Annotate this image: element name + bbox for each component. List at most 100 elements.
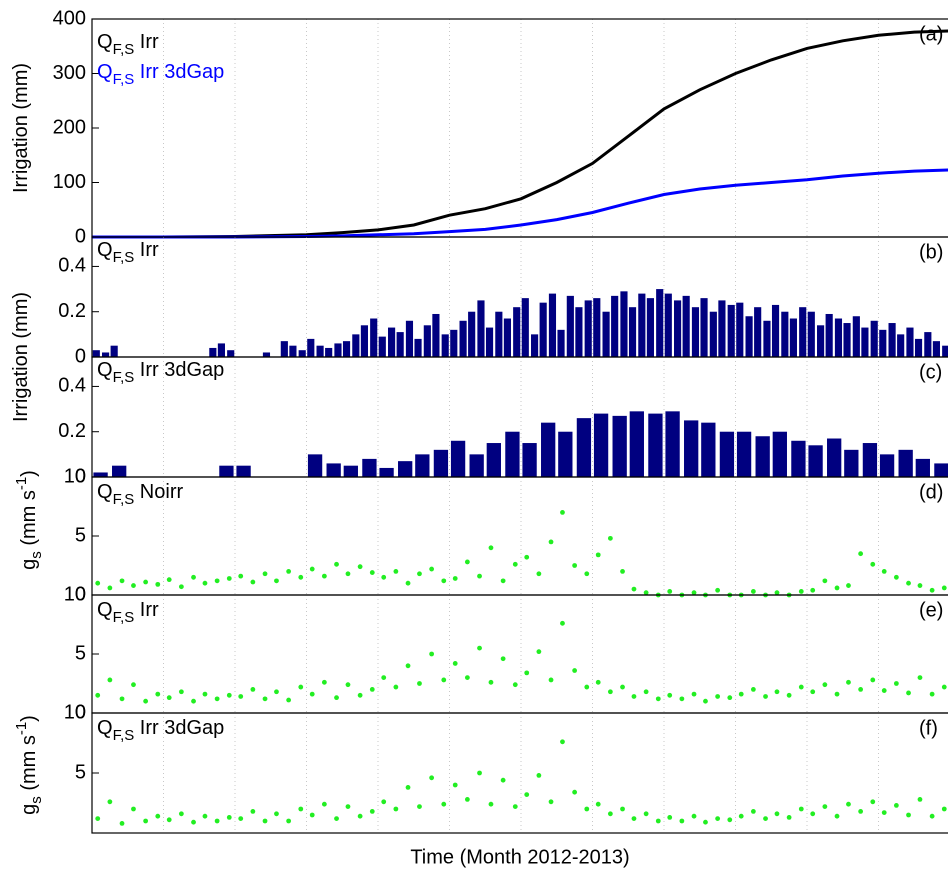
point: [250, 809, 256, 814]
point: [95, 816, 101, 821]
panel-label: (a): [919, 23, 943, 45]
point: [548, 799, 554, 805]
bar: [396, 332, 404, 357]
point: [262, 571, 268, 577]
bar: [755, 436, 770, 477]
bar: [557, 329, 565, 357]
bar: [477, 300, 485, 357]
point: [166, 695, 172, 701]
bar: [112, 465, 127, 477]
point: [452, 661, 458, 666]
point: [906, 690, 911, 696]
point: [321, 573, 327, 579]
bar: [638, 293, 646, 357]
y-tick-label: 100: [53, 171, 86, 193]
bar: [684, 420, 699, 477]
point: [393, 806, 399, 812]
point: [452, 782, 458, 788]
point: [214, 818, 220, 824]
bar: [772, 431, 787, 477]
y-tick-label: 300: [53, 62, 86, 84]
point: [298, 684, 304, 690]
point: [274, 578, 279, 584]
bar: [539, 302, 547, 357]
point: [488, 801, 494, 807]
point: [178, 689, 184, 695]
bar: [110, 345, 118, 357]
bar: [495, 311, 503, 357]
point: [441, 578, 447, 584]
y-axis-label: gs (mm s-1): [13, 470, 45, 570]
bar: [486, 443, 501, 477]
bar: [817, 325, 825, 357]
point: [810, 689, 816, 695]
panel-name-part: Q: [97, 717, 113, 739]
bar: [558, 431, 573, 477]
panel: 0 0.2 0.4 (b): [58, 236, 948, 367]
point: [560, 510, 565, 515]
bar: [468, 311, 476, 357]
y-tick-label: 0: [75, 465, 86, 487]
y-tick-label: 0: [75, 345, 86, 367]
point: [881, 810, 887, 815]
point: [715, 816, 721, 821]
point: [834, 691, 840, 697]
point: [834, 585, 840, 591]
bar: [906, 327, 914, 357]
bar: [648, 413, 663, 477]
point: [620, 569, 625, 574]
y-tick-label: 0.2: [58, 420, 86, 442]
bar: [370, 318, 378, 357]
point: [810, 811, 816, 817]
bar: [942, 345, 948, 357]
point: [595, 679, 601, 685]
y-axis-label-part: g: [18, 804, 40, 815]
point: [643, 590, 649, 596]
point: [429, 775, 435, 781]
point: [512, 561, 518, 567]
bar: [334, 343, 342, 357]
legend-entry-part: Q: [97, 31, 113, 53]
point: [560, 739, 565, 745]
bar: [736, 302, 744, 357]
point: [381, 574, 387, 580]
bar: [352, 334, 360, 357]
point: [214, 696, 220, 702]
bar: [700, 298, 708, 357]
point: [727, 695, 733, 701]
point: [107, 799, 113, 805]
point: [917, 583, 923, 588]
point: [131, 583, 136, 588]
y-axis-label-part: (mm s: [18, 735, 40, 796]
legend-entry-part: F,S: [113, 41, 135, 58]
bar: [791, 440, 806, 477]
bar: [701, 422, 716, 477]
point: [131, 682, 136, 688]
bar: [924, 332, 932, 357]
panel-name: QF,S Noirr: [97, 481, 183, 508]
bar: [414, 338, 422, 357]
bar: [620, 291, 628, 357]
bar: [682, 295, 690, 357]
y-tick-label: 10: [64, 465, 86, 487]
point: [738, 691, 744, 697]
point: [667, 815, 673, 820]
y-tick-label: 400: [53, 7, 86, 29]
bar: [593, 413, 609, 477]
point: [238, 816, 244, 821]
bar: [709, 311, 717, 357]
bar: [834, 318, 843, 357]
point: [607, 811, 613, 817]
point: [226, 576, 232, 581]
bar: [398, 461, 413, 477]
panel-name-part: F,S: [113, 491, 135, 508]
bar: [405, 320, 414, 357]
point: [727, 817, 733, 823]
point: [119, 696, 125, 702]
panel-name-part: F,S: [113, 727, 135, 744]
point: [643, 811, 649, 817]
panel-name-part: Noirr: [134, 481, 183, 503]
point: [477, 645, 482, 651]
point: [191, 819, 196, 825]
